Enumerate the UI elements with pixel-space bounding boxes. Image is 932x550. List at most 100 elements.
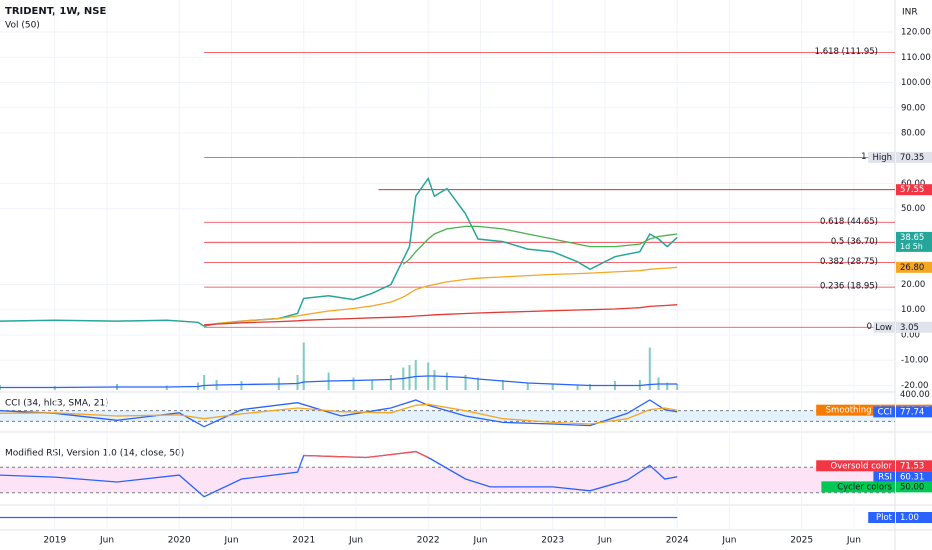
chart-title: TRIDENT, 1W, NSE	[5, 6, 106, 17]
series-line	[204, 304, 678, 326]
x-tick-label: 2025	[790, 536, 813, 546]
y-tick-label: 20.00	[901, 280, 925, 290]
y-tick-label: 100.00	[901, 78, 931, 88]
series-line	[0, 403, 678, 425]
price-tag-label: 3.05	[900, 323, 919, 333]
price-tag	[896, 261, 932, 273]
volume-bar	[371, 380, 374, 390]
volume-bar	[433, 370, 436, 390]
x-tick-label: Jun	[846, 536, 861, 546]
tag-note-label: Plot	[876, 513, 893, 523]
price-tag-label: 38.65	[900, 233, 924, 243]
y-tick-label: 60.00	[901, 179, 925, 189]
fib-label: 0.5 (36.70)	[831, 237, 878, 247]
series-line	[204, 266, 678, 326]
price-tag-label: 70.35	[900, 153, 924, 163]
y-tick-label: 110.00	[901, 53, 931, 63]
tag-note	[821, 481, 895, 493]
price-tag-label: 57.55	[900, 185, 924, 195]
x-tick-label: 2022	[417, 536, 440, 546]
y-tick-label: 80.00	[901, 129, 925, 139]
tag-note	[873, 406, 895, 418]
volume-bar	[389, 375, 392, 390]
x-tick-label: 2023	[541, 536, 564, 546]
price-tag	[896, 151, 932, 163]
volume-bar	[589, 384, 592, 390]
fib-label: 0.236 (18.95)	[820, 282, 878, 292]
price-tag	[896, 481, 932, 493]
price-tag	[896, 389, 932, 401]
x-tick-label: 2021	[292, 536, 315, 546]
tag-note-label: High	[872, 153, 892, 163]
series-line	[303, 450, 429, 459]
price-tag	[896, 460, 932, 472]
y-tick-label: -20.00	[901, 381, 928, 391]
volume-bar	[666, 382, 669, 390]
price-tag	[896, 231, 932, 252]
pane-title: Modified RSI, Version 1.0 (14, close, 50…	[5, 449, 184, 459]
volume-bar	[165, 385, 168, 390]
price-tag	[896, 184, 932, 196]
tag-note-label: Smoothing Line	[826, 406, 892, 416]
series-line	[0, 399, 678, 428]
price-tag	[896, 321, 932, 333]
volume-bar	[302, 342, 305, 390]
fib-label: 0.618 (44.65)	[820, 217, 878, 227]
fib-label: 0 (	[867, 322, 878, 332]
chart-subtitle: Vol (50)	[5, 21, 40, 31]
price-tag-label: 60.31	[900, 472, 924, 482]
tag-note	[873, 321, 895, 333]
series-line	[402, 225, 678, 265]
tag-note	[868, 151, 895, 163]
tag-note-label: Oversold color	[831, 461, 893, 471]
volume-bar	[576, 385, 579, 390]
volume-bar	[445, 372, 448, 390]
price-tag-sub: 1d 5h	[900, 242, 923, 251]
x-tick-label: Jun	[597, 536, 612, 546]
series-line	[0, 375, 678, 389]
x-tick-label: Jun	[223, 536, 238, 546]
y-tick-label: 90.00	[901, 103, 925, 113]
price-tag-label: 77.74	[900, 407, 924, 417]
price-tag-label: 71.53	[900, 461, 924, 471]
volume-bar	[203, 375, 206, 390]
x-tick-label: Jun	[472, 536, 487, 546]
tag-note-label: Cycler colors	[837, 482, 892, 492]
volume-bar	[464, 375, 467, 390]
volume-bar	[551, 384, 554, 390]
tag-note	[873, 471, 895, 483]
x-tick-label: Jun	[348, 536, 363, 546]
pane-title: CCI (34, hlc3, SMA, 21)	[5, 399, 109, 409]
price-tag	[896, 471, 932, 483]
y-tick-label: 0.00	[901, 330, 920, 340]
indicator-band	[0, 410, 895, 422]
volume-bar	[352, 377, 355, 390]
tag-note-label: RSI	[878, 472, 892, 482]
volume-bar	[676, 384, 679, 390]
volume-bar	[501, 380, 504, 390]
price-tag-label: 1.00	[900, 513, 919, 523]
price-tag-label: 26.80	[900, 263, 924, 273]
x-tick-label: 2020	[168, 536, 191, 546]
fib-label: 0.382 (28.75)	[820, 257, 878, 267]
y-tick-label: 50.00	[901, 204, 925, 214]
y-tick-label: 120.00	[901, 28, 931, 38]
volume-bar	[296, 375, 299, 390]
volume-bar	[476, 377, 479, 390]
currency: INR	[902, 8, 918, 18]
volume-bar	[240, 381, 243, 390]
tag-note	[816, 460, 895, 472]
y-tick-label: -10.00	[901, 356, 928, 366]
indicator-band	[0, 467, 895, 493]
price-tag-label: 400.00	[900, 390, 930, 400]
x-tick-label: 2024	[666, 536, 689, 546]
x-tick-label: Jun	[721, 536, 736, 546]
price-tag-label: 50.00	[900, 482, 924, 492]
tag-note	[816, 404, 895, 416]
volume-bar	[414, 360, 417, 390]
price-tag	[896, 406, 932, 418]
volume-bar	[648, 347, 651, 390]
x-tick-label: Jun	[99, 536, 114, 546]
